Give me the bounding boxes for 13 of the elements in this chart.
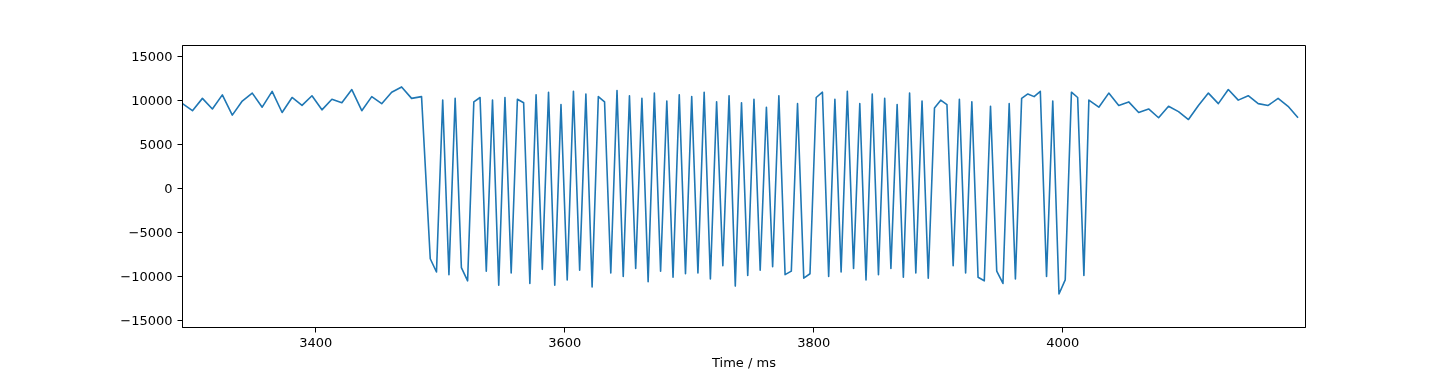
y-tick-label: −5000 — [128, 224, 173, 240]
y-tick-label: 0 — [164, 180, 173, 196]
y-tick-label: 15000 — [131, 48, 173, 64]
x-tick-label: 3600 — [548, 334, 582, 350]
line-series — [182, 86, 1299, 295]
y-tick-label: 5000 — [139, 136, 173, 152]
x-axis-title: Time / ms — [711, 354, 777, 370]
y-tick-label: 10000 — [131, 92, 173, 108]
y-tick-label: −10000 — [120, 268, 173, 284]
x-tick-label: 3800 — [797, 334, 831, 350]
x-tick-label: 4000 — [1046, 334, 1080, 350]
x-tick-label: 3400 — [299, 334, 333, 350]
y-tick-label: −15000 — [120, 312, 173, 328]
